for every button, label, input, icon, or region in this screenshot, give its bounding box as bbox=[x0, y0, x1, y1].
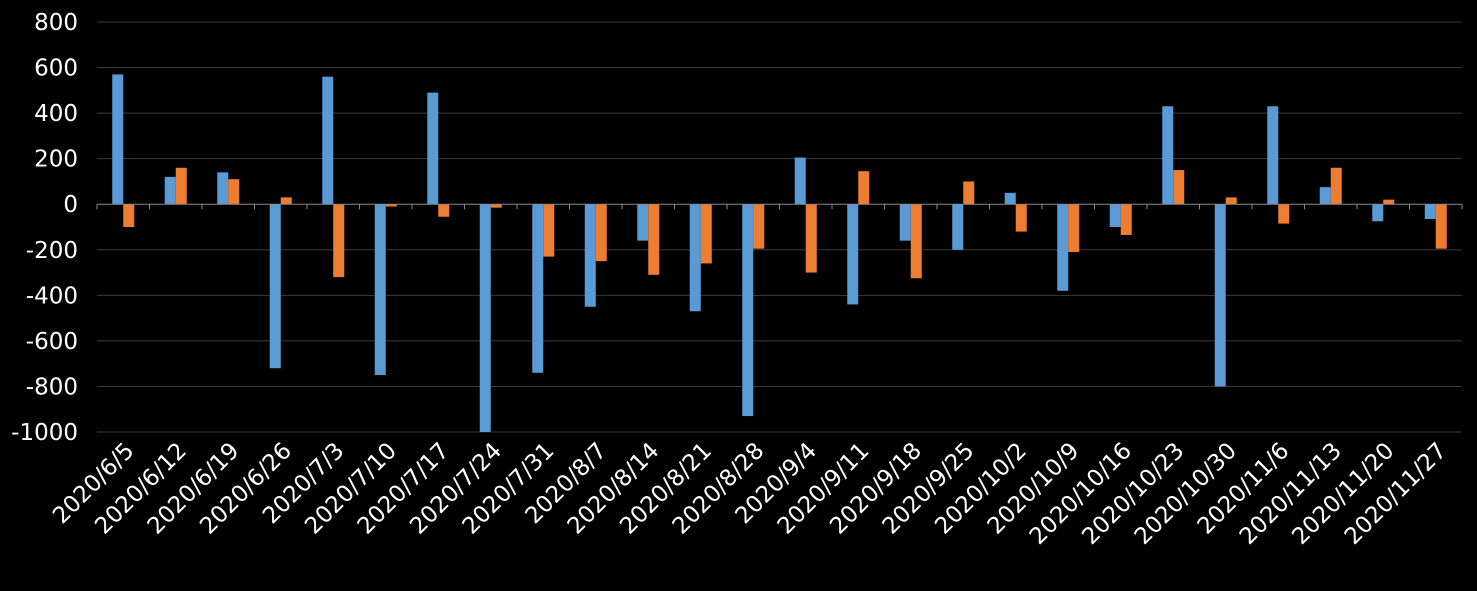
bar-series-1-18 bbox=[1057, 204, 1069, 291]
bar-series-2-25 bbox=[1435, 204, 1447, 249]
bar-series-1-17 bbox=[1004, 192, 1016, 205]
bar-series-2-24 bbox=[1383, 199, 1395, 205]
y-axis-tick-labels: 800 600 400 200 0 -200 -400 -600 -800 -1000 bbox=[11, 10, 78, 446]
bar-series-1-14 bbox=[847, 204, 859, 305]
bar-series-2-20 bbox=[1173, 170, 1185, 205]
bar-series-2-23 bbox=[1330, 167, 1342, 205]
y-tick-label: -600 bbox=[26, 329, 78, 355]
y-tick-label: -200 bbox=[26, 238, 78, 264]
y-tick-label: -400 bbox=[26, 283, 78, 309]
bar-series-2-12 bbox=[753, 204, 765, 249]
bar-series-1-16 bbox=[952, 204, 964, 250]
bar-series-1-10 bbox=[637, 204, 649, 241]
bar-series-2-13 bbox=[805, 204, 817, 273]
bar-series-1-1 bbox=[164, 176, 176, 205]
bar-series-1-6 bbox=[427, 92, 439, 205]
bar-series-1-2 bbox=[217, 172, 229, 205]
bar-series-1-4 bbox=[322, 76, 334, 205]
bar-series-1-23 bbox=[1319, 187, 1331, 205]
gridlines bbox=[97, 21, 1462, 433]
bar-series-2-17 bbox=[1015, 204, 1027, 232]
y-tick-label: -1000 bbox=[11, 420, 78, 446]
zero-axis bbox=[96, 203, 1463, 210]
bar-series-1-7 bbox=[479, 204, 491, 432]
bar-series-2-7 bbox=[490, 204, 502, 208]
bar-series-2-16 bbox=[963, 181, 975, 205]
bar-series-2-22 bbox=[1278, 204, 1290, 224]
bar-series-1-0 bbox=[112, 74, 124, 205]
bar-series-1-22 bbox=[1267, 106, 1279, 205]
y-tick-label: 800 bbox=[34, 10, 78, 36]
bar-series-2-2 bbox=[228, 179, 240, 205]
bar-series-2-19 bbox=[1120, 204, 1132, 235]
bar-series-2-0 bbox=[123, 204, 135, 227]
bar-series-2-6 bbox=[438, 204, 450, 217]
bar-series-2-14 bbox=[858, 171, 870, 205]
bar-series-1-25 bbox=[1424, 204, 1436, 220]
bar-series-2-1 bbox=[175, 167, 187, 205]
y-tick-label: 600 bbox=[34, 56, 78, 82]
bar-series-1-5 bbox=[374, 204, 386, 376]
bar-series-2-10 bbox=[648, 204, 660, 275]
bars bbox=[112, 74, 1447, 432]
bar-series-1-15 bbox=[899, 204, 911, 241]
bar-series-2-15 bbox=[910, 204, 922, 279]
bar-series-2-4 bbox=[333, 204, 345, 278]
bar-series-1-19 bbox=[1109, 204, 1121, 227]
bar-series-1-24 bbox=[1372, 204, 1384, 222]
bar-series-2-8 bbox=[543, 204, 555, 257]
bar-series-1-13 bbox=[794, 157, 806, 205]
bar-series-2-18 bbox=[1068, 204, 1080, 253]
x-axis-category-labels: 2020/6/52020/6/122020/6/192020/6/262020/… bbox=[48, 438, 1452, 550]
y-tick-label: 200 bbox=[34, 147, 78, 173]
bar-series-2-3 bbox=[280, 197, 292, 205]
bar-series-2-9 bbox=[595, 204, 607, 262]
bar-series-1-9 bbox=[584, 204, 596, 307]
bar-series-1-20 bbox=[1162, 106, 1174, 205]
bar-series-1-8 bbox=[532, 204, 544, 373]
y-tick-label: -800 bbox=[26, 374, 78, 400]
y-tick-label: 400 bbox=[34, 101, 78, 127]
bar-series-2-21 bbox=[1225, 197, 1237, 205]
bar-series-1-11 bbox=[689, 204, 701, 312]
bar-series-2-5 bbox=[385, 204, 397, 207]
y-tick-label: 0 bbox=[63, 192, 78, 218]
bar-series-1-12 bbox=[742, 204, 754, 417]
bar-series-1-21 bbox=[1214, 204, 1226, 387]
bar-series-1-3 bbox=[269, 204, 281, 369]
bar-series-2-11 bbox=[700, 204, 712, 264]
